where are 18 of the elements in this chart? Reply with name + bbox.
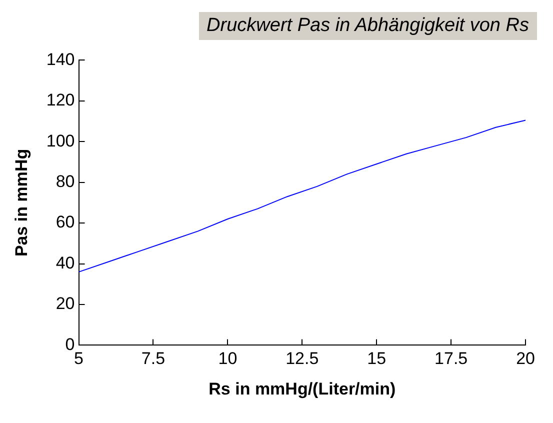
chart-title: Druckwert Pas in Abhängigkeit von Rs	[198, 12, 537, 40]
y-tick-label: 40	[56, 253, 75, 272]
x-tick-label: 17.5	[434, 349, 468, 368]
x-tick-label: 20	[516, 349, 536, 368]
y-tick-label: 140	[46, 50, 75, 69]
x-tick-label: 15	[367, 349, 386, 368]
x-tick-label: 5	[74, 349, 84, 368]
y-axis-title: Pas in mmHg	[12, 148, 31, 257]
y-tick-label: 60	[56, 212, 75, 232]
x-axis-title: Rs in mmHg/(Liter/min)	[208, 379, 396, 398]
x-tick-label: 12.5	[286, 349, 319, 368]
y-tick-label: 20	[56, 294, 75, 314]
y-tick-label: 120	[46, 90, 75, 110]
y-tick-label: 80	[56, 172, 75, 192]
x-tick-label: 7.5	[141, 349, 166, 368]
y-tick-label: 100	[46, 131, 75, 150]
x-tick-label: 10	[218, 349, 238, 368]
y-tick-label: 0	[65, 334, 75, 354]
